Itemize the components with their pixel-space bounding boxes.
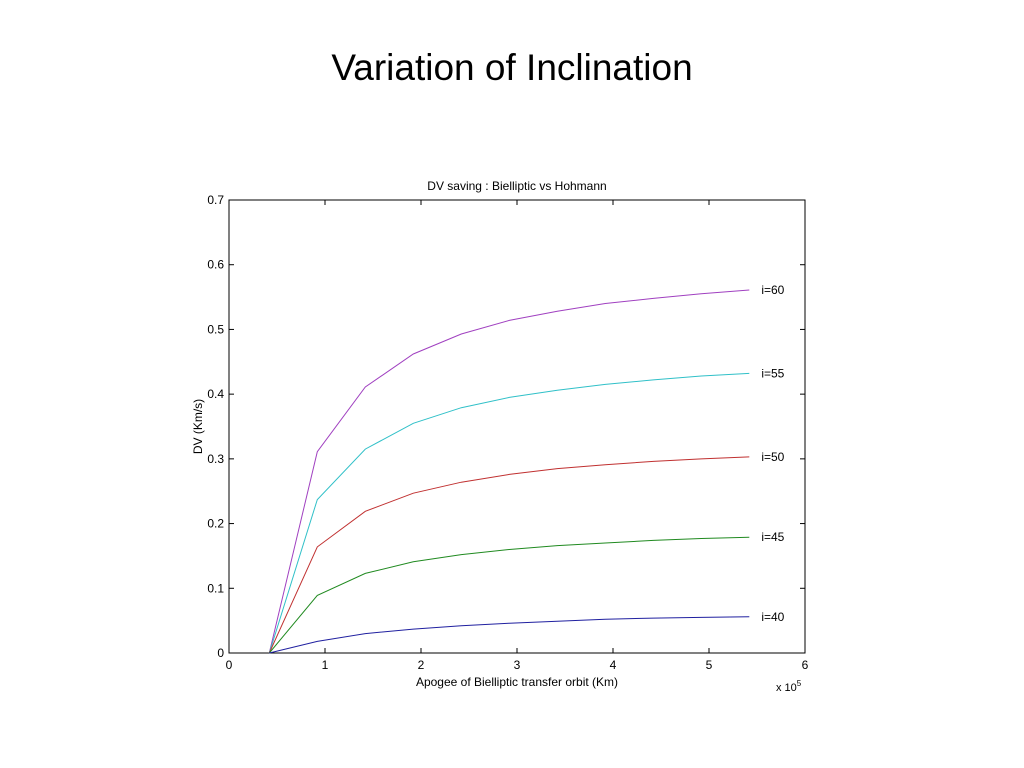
series-line-i-60 — [268, 289, 750, 654]
series-line-i-45 — [268, 536, 750, 654]
y-tick-label: 0.7 — [207, 193, 224, 207]
y-tick-label: 0.2 — [207, 517, 224, 531]
series-line-i-50 — [268, 456, 750, 654]
x-axis-label: Apogee of Bielliptic transfer orbit (Km) — [416, 675, 618, 689]
series-line-i-40 — [269, 616, 750, 654]
y-tick-label: 0 — [217, 646, 224, 660]
x-tick-label: 0 — [226, 658, 233, 672]
x-tick-label: 4 — [610, 658, 617, 672]
series-labels: i=60 i=55 i=50 i=45 i=40 — [761, 283, 784, 624]
series-label-i-45: i=45 — [761, 530, 784, 544]
series-label-i-40: i=40 — [761, 610, 784, 624]
series-label-i-50: i=50 — [761, 450, 784, 464]
series-group — [268, 289, 750, 654]
y-tick-label: 0.5 — [207, 322, 224, 336]
series-label-i-55: i=55 — [761, 366, 784, 380]
axis-ticks: 0 1 2 3 4 5 6 0 0.1 0.2 0.3 0.4 0.5 0.6 0.7 — [207, 193, 808, 672]
x-tick-label: 5 — [706, 658, 713, 672]
x-tick-label: 3 — [514, 658, 521, 672]
y-axis-label: DV (Km/s) — [191, 399, 205, 454]
y-tick-label: 0.1 — [207, 581, 224, 595]
x-tick-label: 2 — [418, 658, 425, 672]
x-axis-multiplier-base: x 10 — [776, 682, 797, 694]
x-axis-multiplier-exponent: 5 — [797, 679, 802, 688]
x-tick-label: 1 — [322, 658, 329, 672]
plot-area — [228, 199, 806, 654]
series-line-i-55 — [268, 372, 750, 654]
slide-title: Variation of Inclination — [331, 47, 693, 88]
series-label-i-60: i=60 — [761, 283, 784, 297]
chart-title: DV saving : Bielliptic vs Hohmann — [427, 179, 606, 193]
y-tick-label: 0.6 — [207, 258, 224, 272]
y-tick-label: 0.3 — [207, 452, 224, 466]
x-axis-multiplier: x 105 — [776, 679, 802, 694]
x-tick-label: 6 — [802, 658, 809, 672]
y-tick-label: 0.4 — [207, 387, 224, 401]
